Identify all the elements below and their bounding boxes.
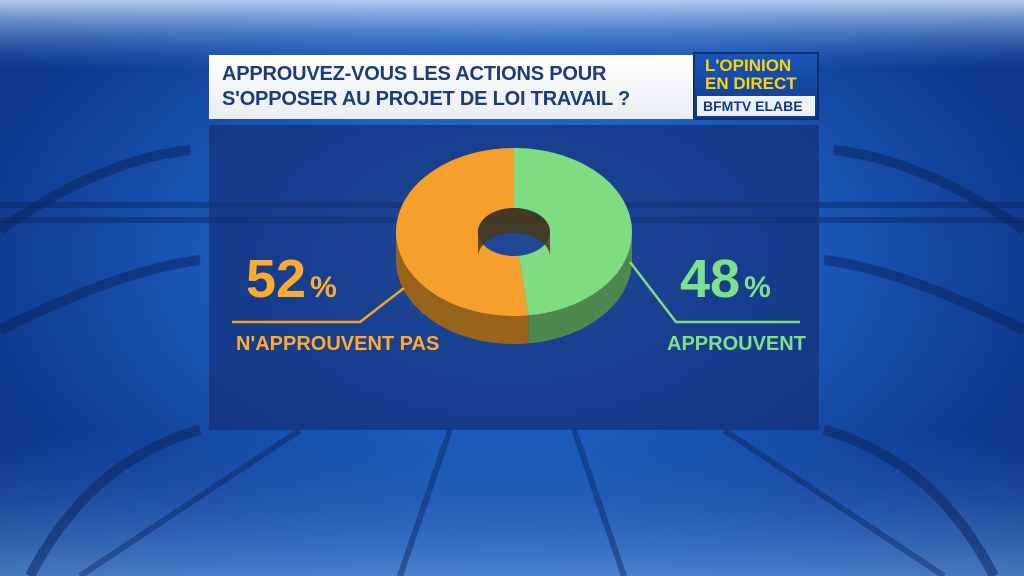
title-bar xyxy=(209,55,693,119)
logo-line: L'OPINION xyxy=(705,56,792,75)
logo-band: BFMTV ELABE xyxy=(697,96,815,116)
title-line: S'OPPOSER AU PROJET DE LOI TRAVAIL ? xyxy=(222,88,630,110)
question-title: APPROUVEZ-VOUS LES ACTIONS POUR S'OPPOSE… xyxy=(222,62,682,112)
leader-line-approve xyxy=(629,261,800,324)
slice-side-wall xyxy=(396,233,529,344)
value-label-approve: 48% xyxy=(680,252,771,315)
percent-sign: % xyxy=(310,271,337,304)
slice-not-approve xyxy=(396,148,529,316)
value-number: 48 xyxy=(680,249,741,309)
leader-line-not-approve xyxy=(232,287,405,324)
slice-side-wall xyxy=(528,233,632,344)
opinion-en-direct-logo: L'OPINION EN DIRECT BFMTV ELABE xyxy=(693,52,819,120)
percent-sign: % xyxy=(744,271,771,304)
logo-line: EN DIRECT xyxy=(705,74,797,93)
title-line: APPROUVEZ-VOUS LES ACTIONS POUR xyxy=(222,63,607,85)
value-label-not-approve: 52% xyxy=(246,252,337,315)
slice-approve xyxy=(514,148,632,316)
category-label-approve: APPROUVENT xyxy=(667,333,806,355)
category-label-not-approve: N'APPROUVENT PAS xyxy=(236,333,440,355)
value-number: 52 xyxy=(246,249,307,309)
donut-hole-wall xyxy=(478,208,550,258)
